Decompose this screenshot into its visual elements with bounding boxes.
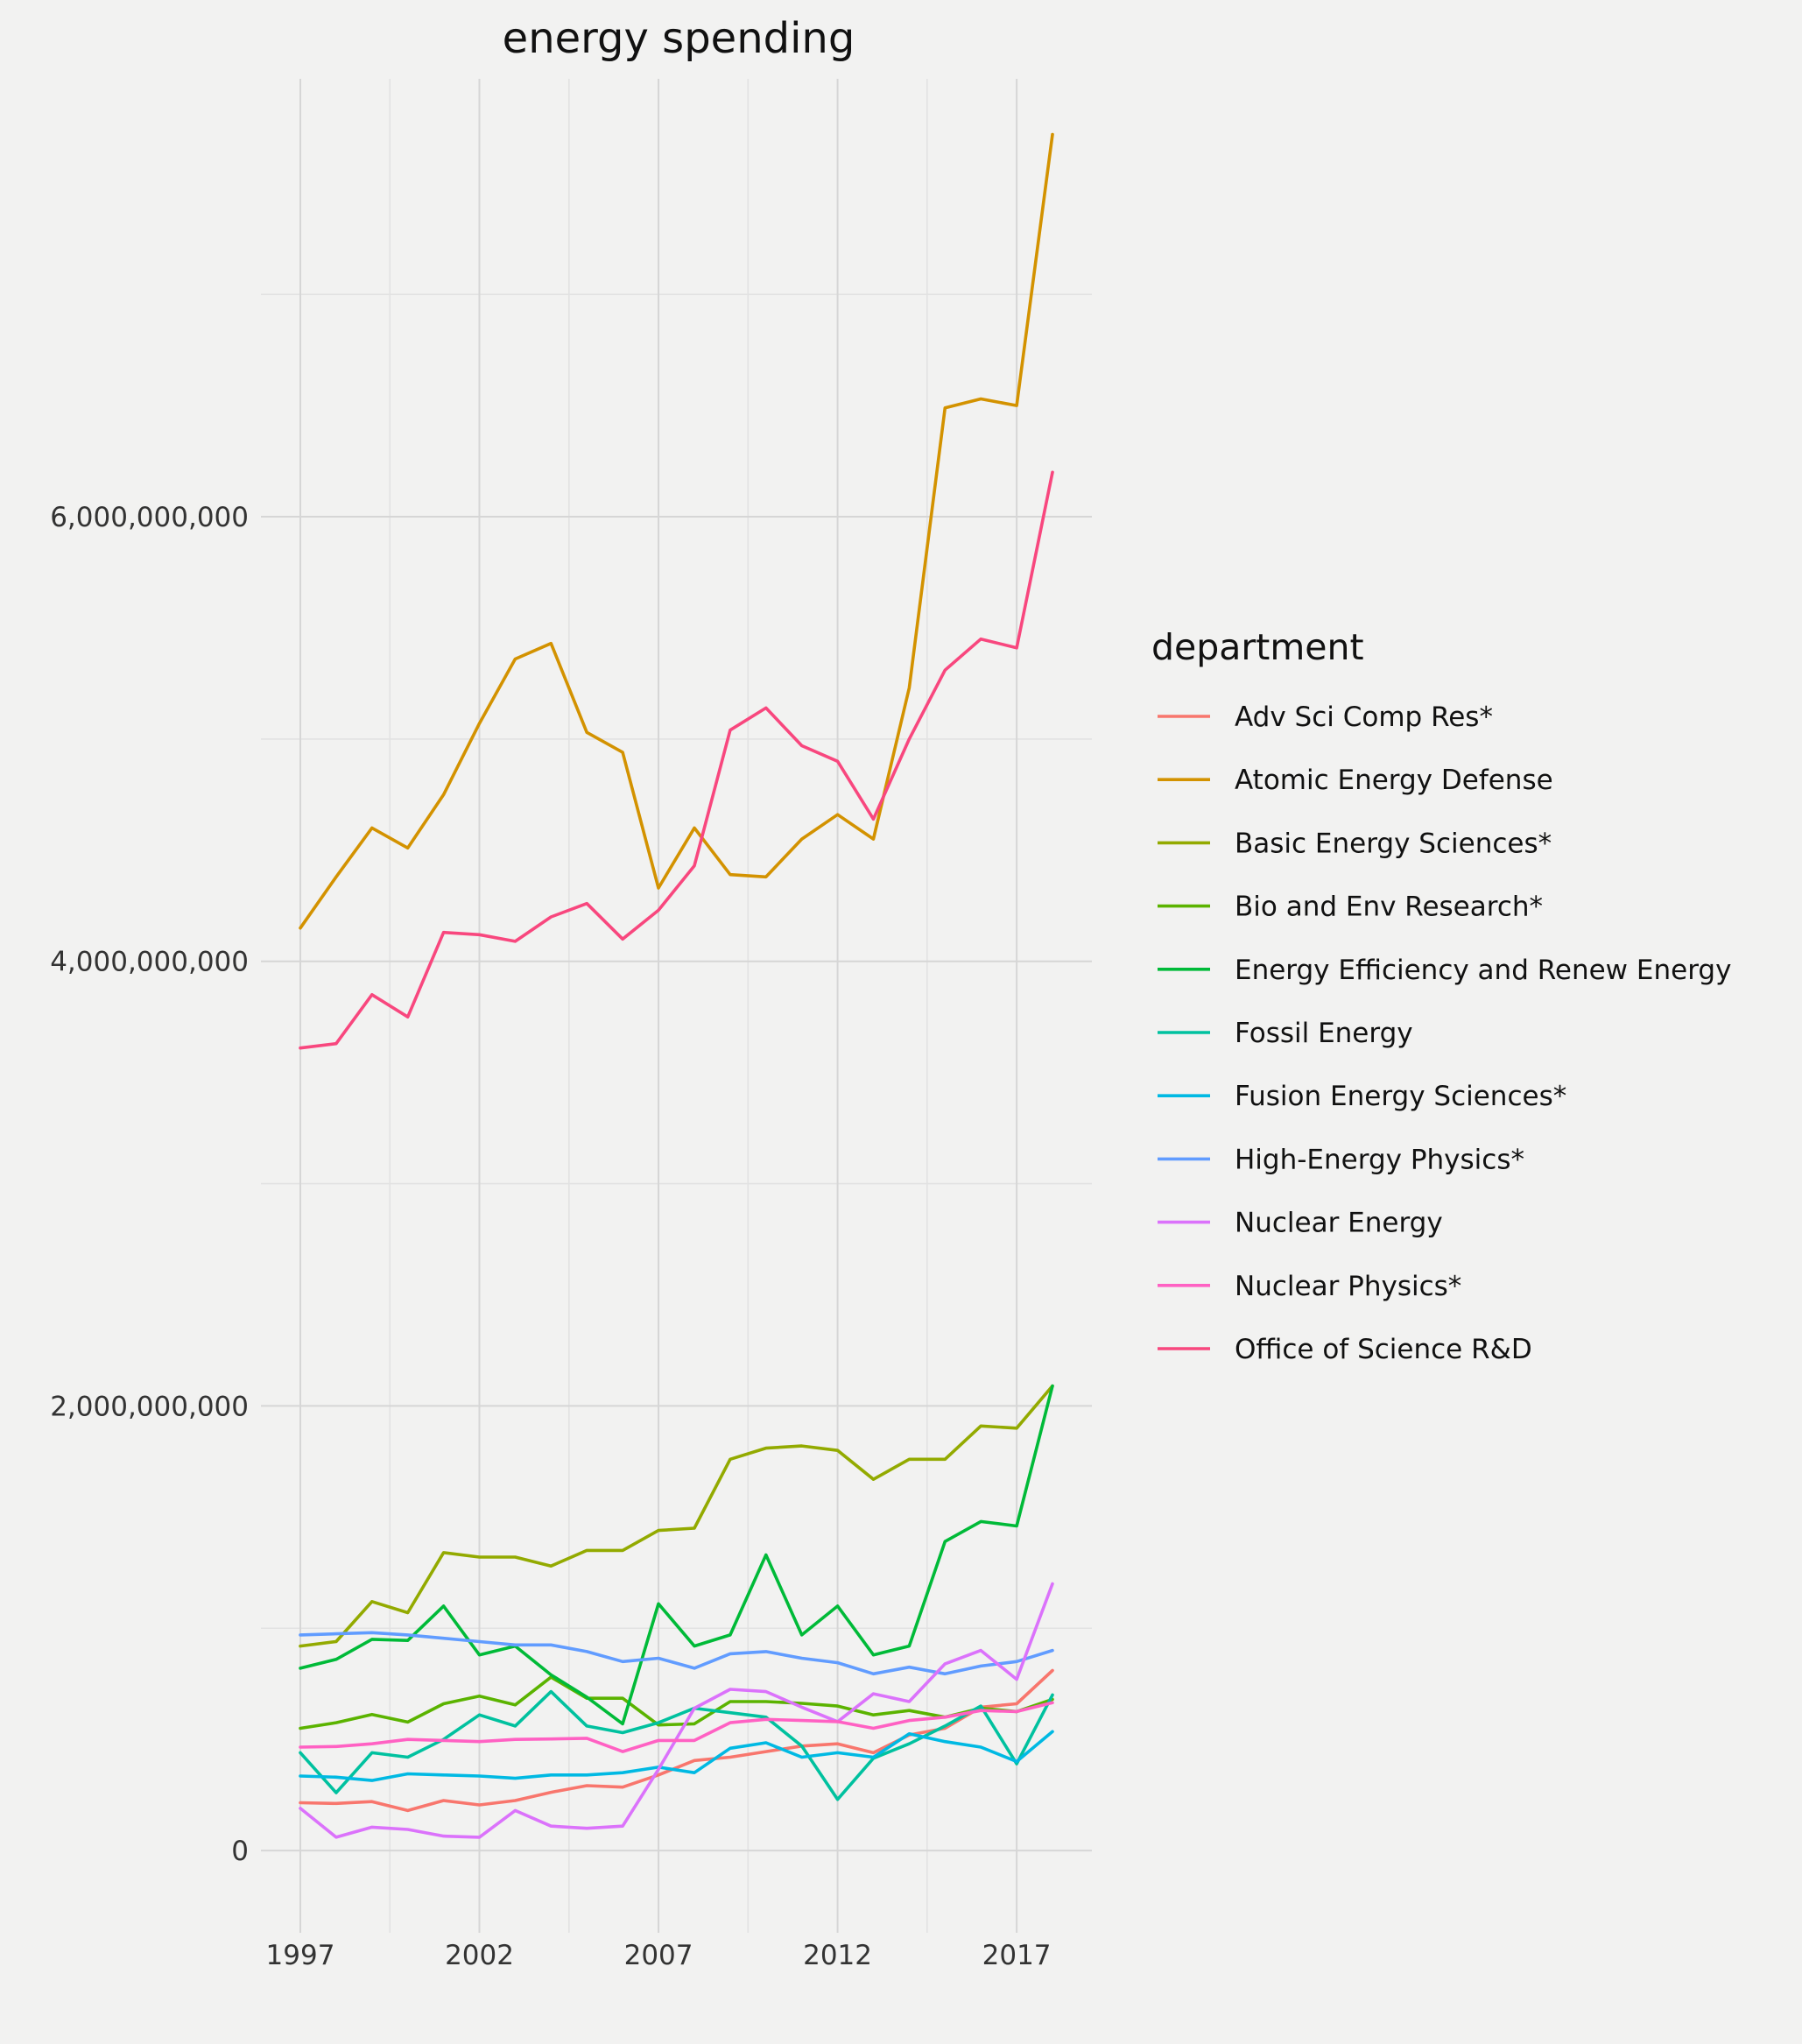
legend-title: department bbox=[1151, 626, 1364, 668]
legend-label-9: Nuclear Physics* bbox=[1235, 1271, 1461, 1302]
x-tick-label: 2002 bbox=[445, 1940, 514, 1971]
legend-label-5: Fossil Energy bbox=[1235, 1018, 1413, 1049]
legend-label-2: Basic Energy Sciences* bbox=[1235, 828, 1552, 859]
y-tick-label: 4,000,000,000 bbox=[50, 947, 249, 978]
series-line-5 bbox=[299, 1689, 1054, 1801]
y-tick-label: 2,000,000,000 bbox=[50, 1391, 249, 1422]
legend-label-7: High-Energy Physics* bbox=[1235, 1144, 1524, 1175]
axes: 0 2,000,000,000 4,000,000,000 6,000,000,000… bbox=[50, 502, 1051, 1971]
series-line-9 bbox=[299, 1701, 1054, 1753]
series-line-4 bbox=[299, 1384, 1054, 1726]
series-lines bbox=[299, 132, 1054, 1839]
x-tick-label: 2012 bbox=[803, 1940, 872, 1971]
legend: department Adv Sci Comp Res* Atomic Energ… bbox=[1151, 626, 1731, 1365]
legend-label-0: Adv Sci Comp Res* bbox=[1235, 701, 1493, 733]
series-line-3 bbox=[299, 1675, 1054, 1730]
series-line-8 bbox=[299, 1582, 1054, 1839]
x-tick-label: 2017 bbox=[982, 1940, 1052, 1971]
series-line-10 bbox=[299, 470, 1054, 1050]
legend-label-3: Bio and Env Research* bbox=[1235, 892, 1543, 923]
chart-title: energy spending bbox=[503, 14, 855, 63]
y-tick-label: 6,000,000,000 bbox=[50, 502, 249, 533]
series-line-7 bbox=[299, 1631, 1054, 1676]
legend-label-1: Atomic Energy Defense bbox=[1235, 765, 1553, 796]
legend-label-4: Energy Efficiency and Renew Energy bbox=[1235, 955, 1731, 986]
legend-label-10: Office of Science R&D bbox=[1235, 1334, 1532, 1365]
legend-label-6: Fusion Energy Sciences* bbox=[1235, 1081, 1566, 1112]
series-line-2 bbox=[299, 1384, 1054, 1648]
y-tick-label: 0 bbox=[231, 1836, 249, 1867]
series-line-6 bbox=[299, 1730, 1054, 1782]
series-line-0 bbox=[299, 1668, 1054, 1813]
legend-label-8: Nuclear Energy bbox=[1235, 1208, 1443, 1239]
grid bbox=[261, 79, 1092, 1933]
x-tick-label: 1997 bbox=[266, 1940, 335, 1971]
x-tick-label: 2007 bbox=[624, 1940, 693, 1971]
series-line-1 bbox=[299, 132, 1054, 930]
